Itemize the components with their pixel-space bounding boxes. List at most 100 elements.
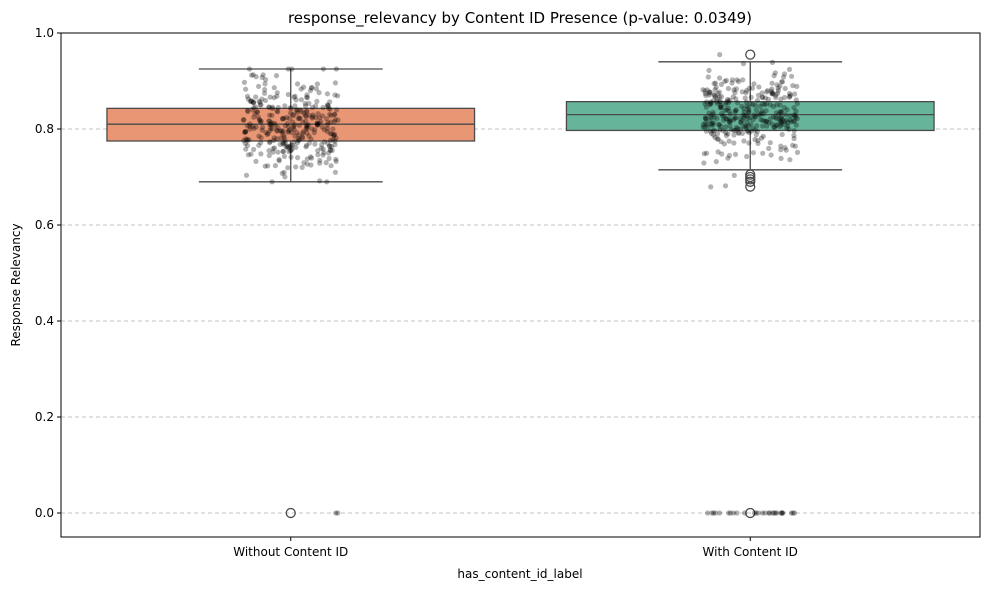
- strip-point-1-133: [769, 80, 775, 86]
- strip-point-0-31: [287, 105, 293, 111]
- strip-point-0-53: [253, 94, 259, 100]
- strip-point-0-45: [282, 140, 288, 146]
- strip-point-1-233: [729, 80, 735, 86]
- strip-point-1-244: [758, 117, 764, 123]
- strip-point-1-315: [784, 125, 790, 131]
- strip-point-1-25: [744, 153, 750, 160]
- strip-point-0-258: [291, 94, 297, 100]
- strip-point-0-97: [316, 120, 322, 126]
- strip-zero-1-8: [774, 510, 780, 516]
- strip-point-1-38: [713, 159, 719, 165]
- strip-point-1-219: [778, 115, 785, 121]
- strip-point-1-311: [737, 126, 744, 132]
- strip-point-0-61: [290, 125, 296, 131]
- strip-point-0-132: [290, 111, 296, 118]
- strip-point-0-35: [317, 160, 323, 166]
- strip-point-0-281: [254, 109, 260, 115]
- strip-point-1-128: [723, 124, 729, 130]
- strip-point-1-327: [708, 115, 715, 121]
- strip-point-1-171: [771, 124, 777, 130]
- strip-point-0-28: [242, 129, 248, 136]
- strip-point-1-61: [762, 118, 768, 124]
- strip-point-0-60: [269, 126, 275, 132]
- strip-zero-1-5: [709, 510, 715, 516]
- strip-point-0-49: [319, 141, 325, 148]
- y-tick-label-2: 0.4: [35, 314, 54, 328]
- strip-point-0-283: [303, 118, 309, 124]
- strip-point-0-215: [301, 110, 307, 116]
- strip-point-0-186: [259, 96, 265, 102]
- strip-point-0-234: [292, 93, 298, 99]
- strip-point-0-25: [289, 146, 295, 152]
- strip-zero-1-7: [755, 510, 761, 516]
- strip-point-0-167: [272, 163, 278, 169]
- strip-point-1-67: [724, 116, 730, 122]
- strip-zero-1-17: [779, 510, 785, 516]
- strip-point-0-51: [324, 102, 331, 108]
- strip-point-1-139: [731, 87, 737, 93]
- strip-point-0-236: [251, 99, 257, 105]
- strip-point-0-298: [280, 128, 286, 134]
- strip-point-1-22: [716, 121, 722, 128]
- strip-point-1-193: [744, 113, 750, 119]
- strip-point-1-57: [722, 183, 729, 189]
- strip-point-0-169: [324, 126, 330, 132]
- strip-point-0-68: [329, 131, 335, 137]
- strip-point-0-50: [286, 128, 292, 134]
- strip-point-1-48: [790, 142, 796, 148]
- strip-point-1-338: [711, 97, 717, 103]
- strip-point-1-145: [725, 131, 731, 137]
- strip-point-1-13: [708, 128, 714, 134]
- strip-point-0-144: [277, 128, 283, 134]
- strip-point-1-76: [714, 98, 720, 104]
- strip-point-0-180: [294, 110, 300, 116]
- strip-point-1-218: [714, 131, 721, 137]
- box-body-1: [565, 100, 935, 132]
- y-tick-label-1: 0.2: [35, 410, 54, 424]
- strip-point-1-333: [744, 103, 750, 109]
- strip-point-0-237: [256, 142, 262, 148]
- strip-point-1-179: [704, 99, 710, 105]
- strip-point-0-176: [257, 119, 264, 125]
- strip-point-1-297: [794, 149, 801, 155]
- strip-zero-1-26: [712, 510, 719, 516]
- strip-point-1-66: [782, 85, 788, 92]
- strip-point-0-159: [289, 66, 295, 72]
- strip-point-1-312: [711, 114, 717, 120]
- strip-point-1-321: [760, 133, 766, 139]
- strip-point-0-294: [258, 140, 264, 146]
- strip-point-0-209: [314, 121, 320, 128]
- strip-point-0-240: [292, 133, 298, 139]
- strip-point-1-97: [731, 117, 737, 123]
- strip-point-0-94: [271, 137, 277, 144]
- strip-point-1-143: [767, 116, 773, 122]
- strip-point-1-112: [766, 145, 772, 151]
- strip-point-0-134: [328, 113, 334, 119]
- strip-point-0-146: [332, 111, 338, 117]
- strip-point-1-95: [794, 116, 800, 122]
- strip-point-1-326: [750, 102, 756, 108]
- strip-point-0-59: [333, 156, 339, 162]
- strip-point-1-188: [778, 96, 784, 102]
- boxes: [106, 49, 935, 519]
- strip-point-0-212: [282, 174, 288, 180]
- strip-point-0-251: [251, 105, 257, 111]
- strip-point-0-268: [285, 91, 291, 98]
- strip-point-1-224: [724, 107, 730, 113]
- strip-point-0-286: [328, 143, 334, 150]
- strip-point-0-266: [327, 106, 333, 112]
- strip-point-0-26: [287, 127, 293, 133]
- strip-point-1-184: [712, 87, 718, 93]
- strip-point-1-52: [747, 115, 753, 121]
- strip-point-1-18: [792, 113, 798, 119]
- strip-point-0-193: [308, 136, 314, 142]
- strip-point-1-186: [716, 94, 722, 100]
- strip-point-0-284: [305, 122, 311, 128]
- strip-point-0-211: [280, 141, 286, 147]
- strip-point-0-172: [327, 111, 333, 117]
- strip-point-1-264: [786, 90, 793, 97]
- strip-point-1-301: [759, 94, 765, 101]
- strip-point-0-93: [282, 103, 288, 109]
- strip-point-0-67: [281, 153, 287, 159]
